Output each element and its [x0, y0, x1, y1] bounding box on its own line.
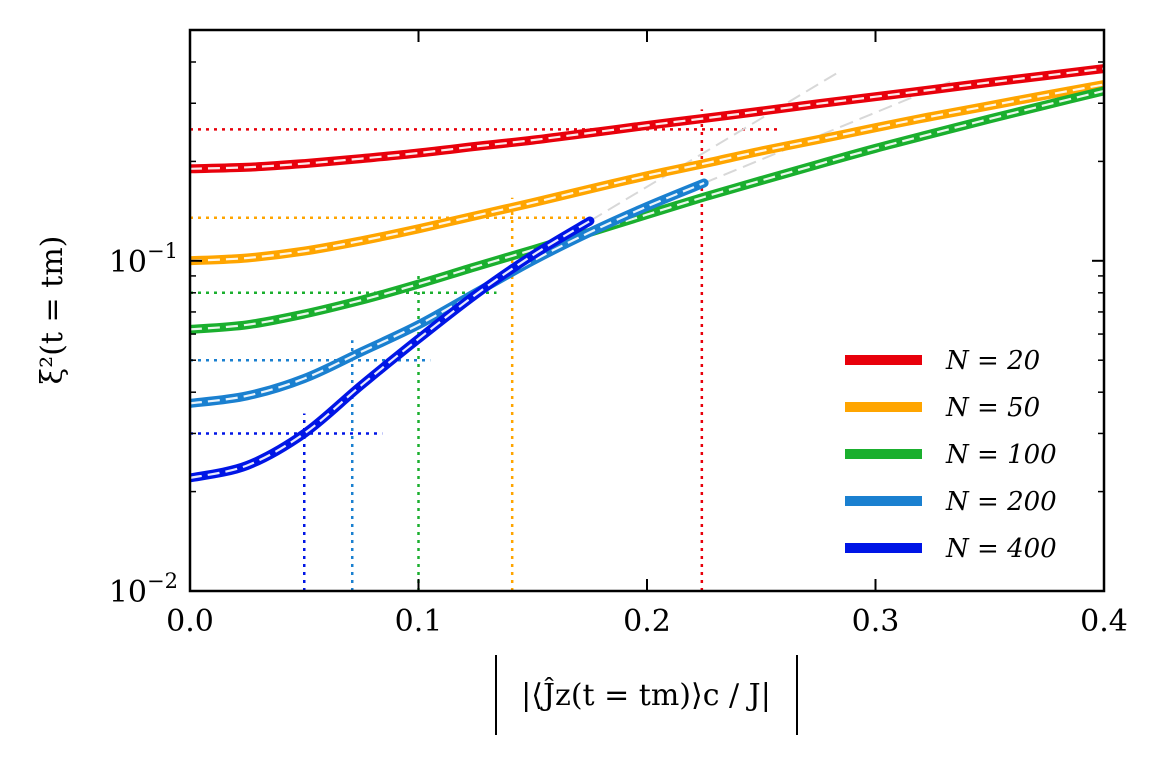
x-tick-label: 0.1 [395, 604, 443, 639]
series-line [190, 64, 1104, 174]
series-fit-overlay [190, 181, 705, 405]
y-axis-label: ξ²(t = tm) [35, 236, 70, 385]
legend-label: N = 200 [945, 487, 1057, 517]
legend-label: N = 20 [945, 346, 1040, 376]
axes: 0.0 0.1 0.2 0.3 0.4 10−2 10−1 [109, 30, 1128, 639]
x-tick-label: 0.3 [852, 604, 900, 639]
legend-label: N = 400 [945, 534, 1057, 564]
series-fit-overlay [190, 67, 1104, 170]
x-tick-label: 0.4 [1080, 604, 1128, 639]
series-fit-overlay [190, 220, 591, 479]
x-tick-label: 0.2 [623, 604, 671, 639]
x-axis-label: |⟨Ĵz(t = tm)⟩c / J| [521, 677, 771, 713]
plot-area [190, 64, 1104, 591]
guide-lines [190, 109, 780, 591]
curves [190, 64, 1104, 483]
series-fit-overlay [190, 89, 1104, 331]
legend[interactable]: N = 20 N = 50 N = 100 N = 200 N = 400 [845, 346, 1057, 564]
legend-label: N = 50 [945, 393, 1040, 423]
y-tick-label: 10−1 [109, 239, 178, 280]
legend-label: N = 100 [945, 440, 1057, 470]
trend-extension [589, 69, 842, 222]
trend-extension [703, 78, 956, 184]
series-fit-overlay [190, 83, 1104, 262]
y-tick-label: 10−2 [109, 569, 178, 610]
x-tick-label: 0.0 [166, 604, 214, 639]
